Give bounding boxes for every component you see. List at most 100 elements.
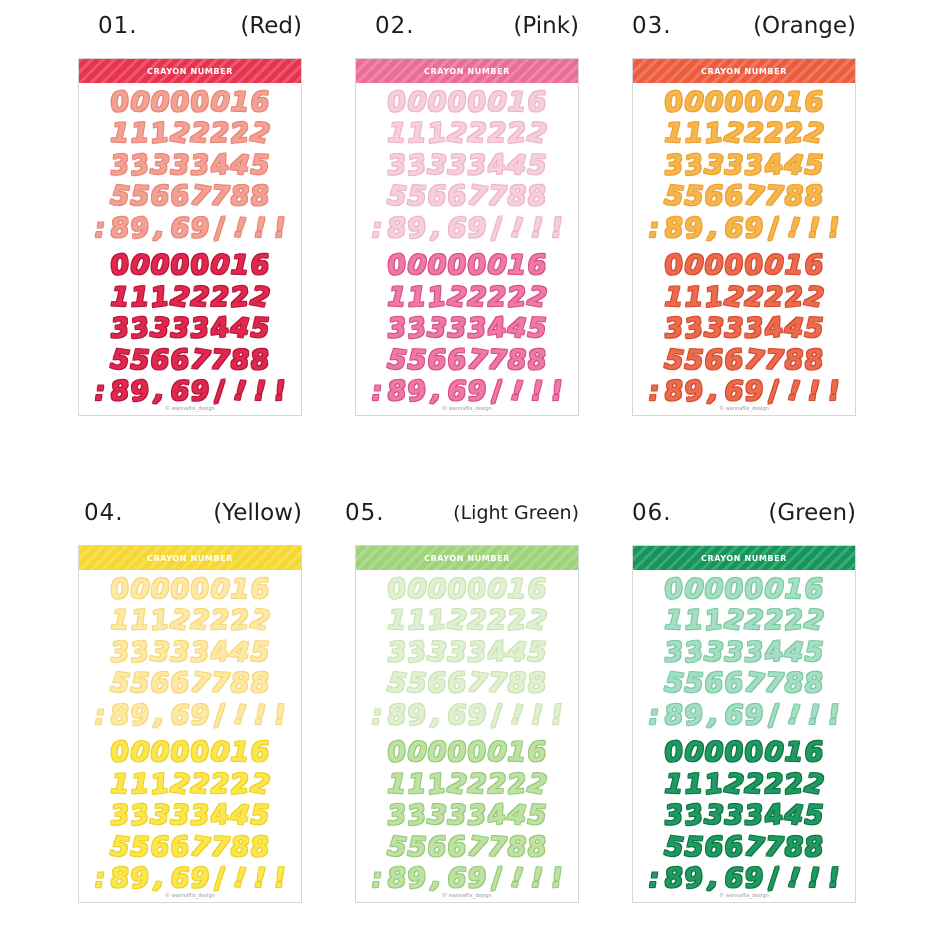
number-sticker: 1: [684, 281, 704, 314]
number-sticker: 6: [704, 180, 724, 213]
number-sticker: 1: [507, 573, 527, 606]
variant-number: 05.: [345, 500, 385, 526]
number-sticker: !: [807, 699, 821, 731]
number-sticker: 8: [248, 180, 271, 214]
number-sticker: 1: [109, 281, 131, 314]
number-sticker: 1: [663, 604, 685, 637]
number-sticker: 3: [447, 313, 467, 345]
sheet-header-band: CRAYON NUMBER: [633, 546, 855, 570]
number-sticker: :: [94, 212, 106, 244]
number-sticker: 1: [784, 249, 804, 282]
number-sticker: 3: [724, 636, 744, 668]
sheet-header-band: CRAYON NUMBER: [633, 59, 855, 83]
number-sticker: 1: [109, 604, 131, 637]
number-sticker: !: [530, 699, 544, 731]
dark-sticker-row: :8 9, 6 9/!!!: [79, 375, 301, 409]
number-sticker: !: [253, 699, 267, 731]
number-sticker: :: [648, 863, 660, 895]
number-sticker: 6: [724, 863, 744, 895]
number-sticker: !: [807, 212, 821, 244]
number-sticker: !: [826, 699, 841, 732]
number-sticker: 3: [426, 799, 449, 833]
dark-sticker-row: :8 9, 6 9/!!!: [633, 862, 855, 896]
number-sticker: 4: [228, 312, 252, 346]
number-sticker: 7: [763, 667, 785, 700]
number-sticker: 0: [208, 572, 232, 606]
number-sticker: 2: [466, 604, 488, 637]
number-sticker: 6: [526, 573, 548, 606]
number-sticker: 8: [248, 667, 271, 701]
number-sticker: 1: [407, 768, 427, 801]
number-sticker: !: [232, 212, 249, 245]
sticker-set-area: 0 0 0 0 0 0 1 6 1 1 1 2 2 2 2 2 3 3 3 3 3 4 4 5 5 5 6 6 7 7 8 8:8 9, 6 9/!…: [633, 85, 855, 408]
number-sticker: 1: [507, 736, 527, 769]
number-sticker: 6: [249, 249, 271, 282]
light-sticker-row: :8 9, 6 9/!!!: [356, 211, 578, 245]
number-sticker: !: [253, 212, 267, 244]
number-sticker: 0: [129, 572, 152, 606]
number-sticker: 8: [802, 830, 825, 864]
number-sticker: 8: [784, 668, 804, 700]
dark-sticker-row: :8 9, 6 9/!!!: [356, 862, 578, 896]
number-sticker: !: [272, 862, 287, 895]
light-sticker-row: :8 9, 6 9/!!!: [633, 698, 855, 732]
number-sticker: 7: [209, 180, 231, 213]
number-sticker: 1: [130, 117, 150, 150]
number-sticker: 6: [724, 699, 744, 731]
number-sticker: 1: [684, 768, 704, 801]
number-sticker: 0: [683, 572, 706, 606]
variant-color-label: (Green): [768, 500, 856, 526]
number-sticker: 7: [486, 344, 508, 377]
number-sticker: 1: [407, 281, 427, 314]
number-sticker: 0: [704, 250, 724, 282]
number-sticker: 0: [129, 249, 152, 283]
number-sticker: 6: [427, 667, 447, 700]
number-sticker: 6: [447, 863, 467, 895]
number-sticker: 2: [210, 605, 230, 637]
sticker-sheet: CRAYON NUMBER 0 0 0 0 0 0 1 6 1 1 1 2 2 2 2 2 3 3 3 3 3 4 4 5 5 5 6…: [78, 545, 302, 903]
number-sticker: :: [94, 699, 106, 731]
number-sticker: 2: [248, 280, 273, 315]
number-sticker: 0: [150, 86, 170, 118]
number-sticker: 5: [804, 149, 824, 182]
number-sticker: 1: [386, 281, 408, 314]
number-sticker: 8: [248, 343, 271, 377]
number-sticker: 5: [406, 180, 428, 213]
number-sticker: 1: [230, 86, 250, 119]
number-sticker: 8: [525, 830, 548, 864]
number-sticker: 0: [129, 736, 152, 770]
number-sticker: 0: [683, 736, 706, 770]
number-sticker: ,: [707, 862, 721, 895]
number-sticker: !: [530, 376, 544, 408]
sticker-set-area: 0 0 0 0 0 0 1 6 1 1 1 2 2 2 2 2 3 3 3 3 3 4 4 5 5 5 6 6 7 7 8 8:8 9, 6 9/!…: [356, 85, 578, 408]
sticker-sheet: CRAYON NUMBER 0 0 0 0 0 0 1 6 1 1 1 2 2 2 2 2 3 3 3 3 3 4 4 5 5 5 6…: [632, 58, 856, 416]
sticker-variant-1: 01. (Red) CRAYON NUMBER 0 0 0 0 0 0 1 6 1 1 1 2 2 2 2 2 3 3 3…: [68, 10, 308, 416]
number-sticker: 1: [407, 604, 427, 637]
number-sticker: 3: [703, 312, 726, 346]
sheet-title: CRAYON NUMBER: [701, 553, 787, 563]
number-sticker: 5: [250, 636, 270, 669]
number-sticker: 0: [406, 572, 429, 606]
number-sticker: 1: [109, 117, 131, 150]
light-sticker-row: :8 9, 6 9/!!!: [79, 698, 301, 732]
number-sticker: 6: [150, 344, 170, 377]
number-sticker: 3: [724, 800, 744, 832]
number-sticker: 1: [784, 86, 804, 119]
sticker-variant-6: 06. (Green) CRAYON NUMBER 0 0 0 0 0 0 1 6 1 1 1 2 2 2 2 2 3…: [622, 497, 862, 903]
number-sticker: 8: [784, 831, 804, 863]
number-sticker: 8: [507, 344, 527, 376]
number-sticker: :: [371, 212, 383, 244]
